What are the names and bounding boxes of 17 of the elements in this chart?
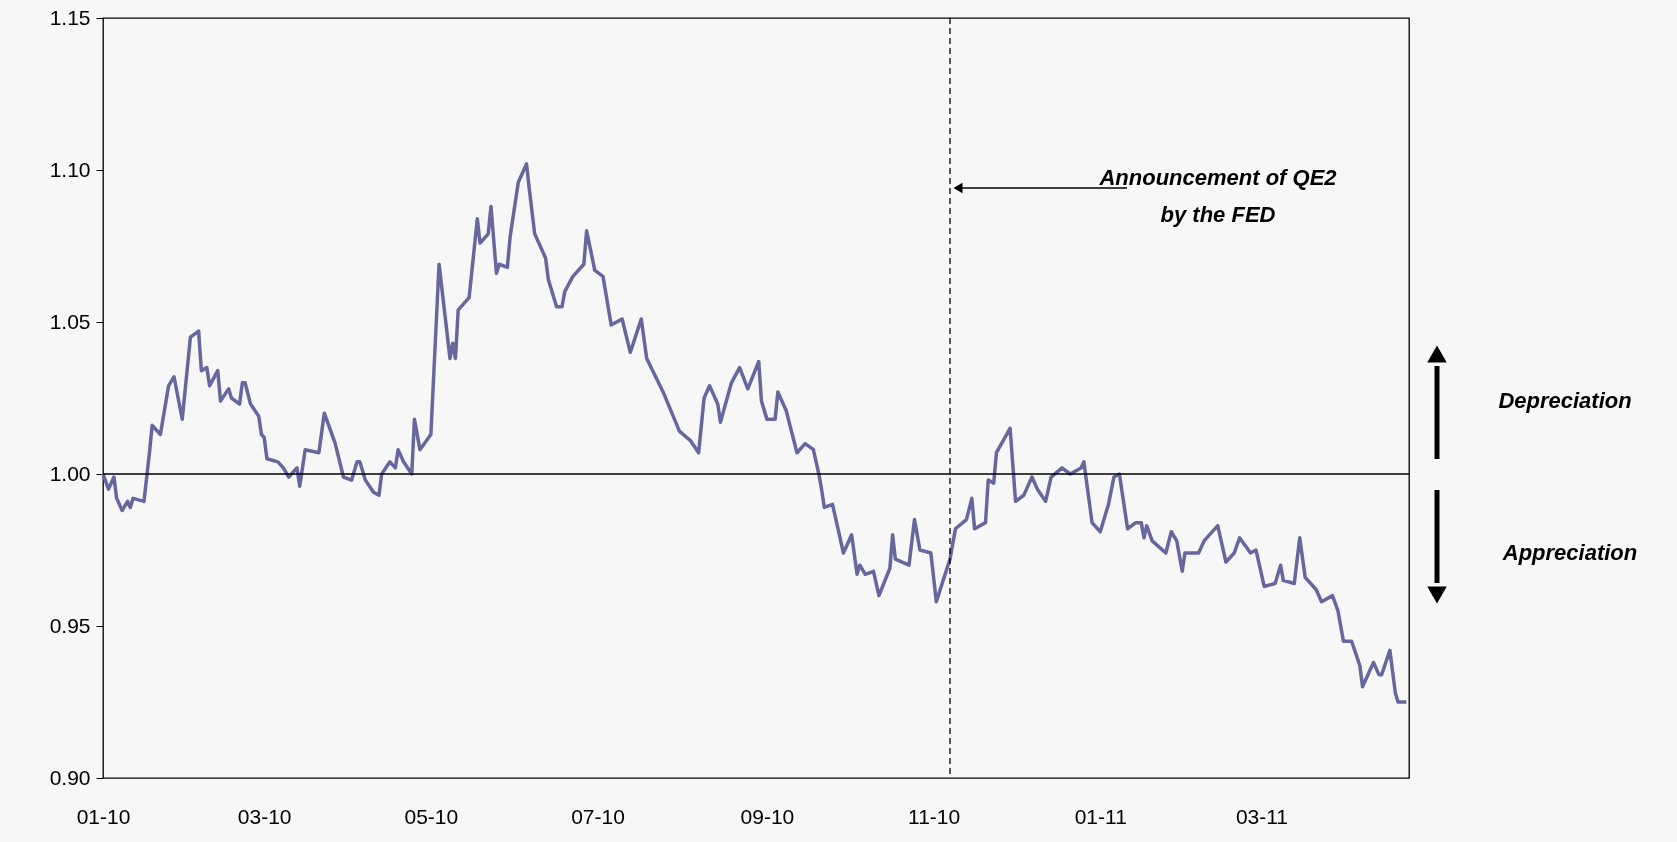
x-tick-label: 01-11 — [1074, 804, 1127, 828]
x-tick-label: 01-10 — [76, 804, 131, 828]
x-tick-label: 11-10 — [908, 804, 961, 828]
x-tick-label: 03-11 — [1235, 804, 1289, 828]
text: Appreciation — [1501, 540, 1638, 565]
annotation: Announcement of QE2 by the FED — [1098, 165, 1338, 227]
x-tick-label: 05-10 — [404, 804, 459, 828]
y-tick-label: 0.95 — [49, 613, 91, 637]
y-tick-label: 1.00 — [49, 461, 91, 485]
x-tick-label: 07-10 — [571, 804, 625, 828]
x-tick-label: 03-10 — [237, 804, 292, 828]
x-tick-label: 09-10 — [740, 804, 795, 828]
y-tick-label: 1.15 — [49, 5, 91, 29]
y-tick-label: 1.05 — [49, 309, 91, 333]
text: Depreciation — [1498, 388, 1632, 413]
y-tick-label: 1.10 — [49, 157, 91, 181]
y-tick-label: 0.90 — [49, 765, 91, 789]
